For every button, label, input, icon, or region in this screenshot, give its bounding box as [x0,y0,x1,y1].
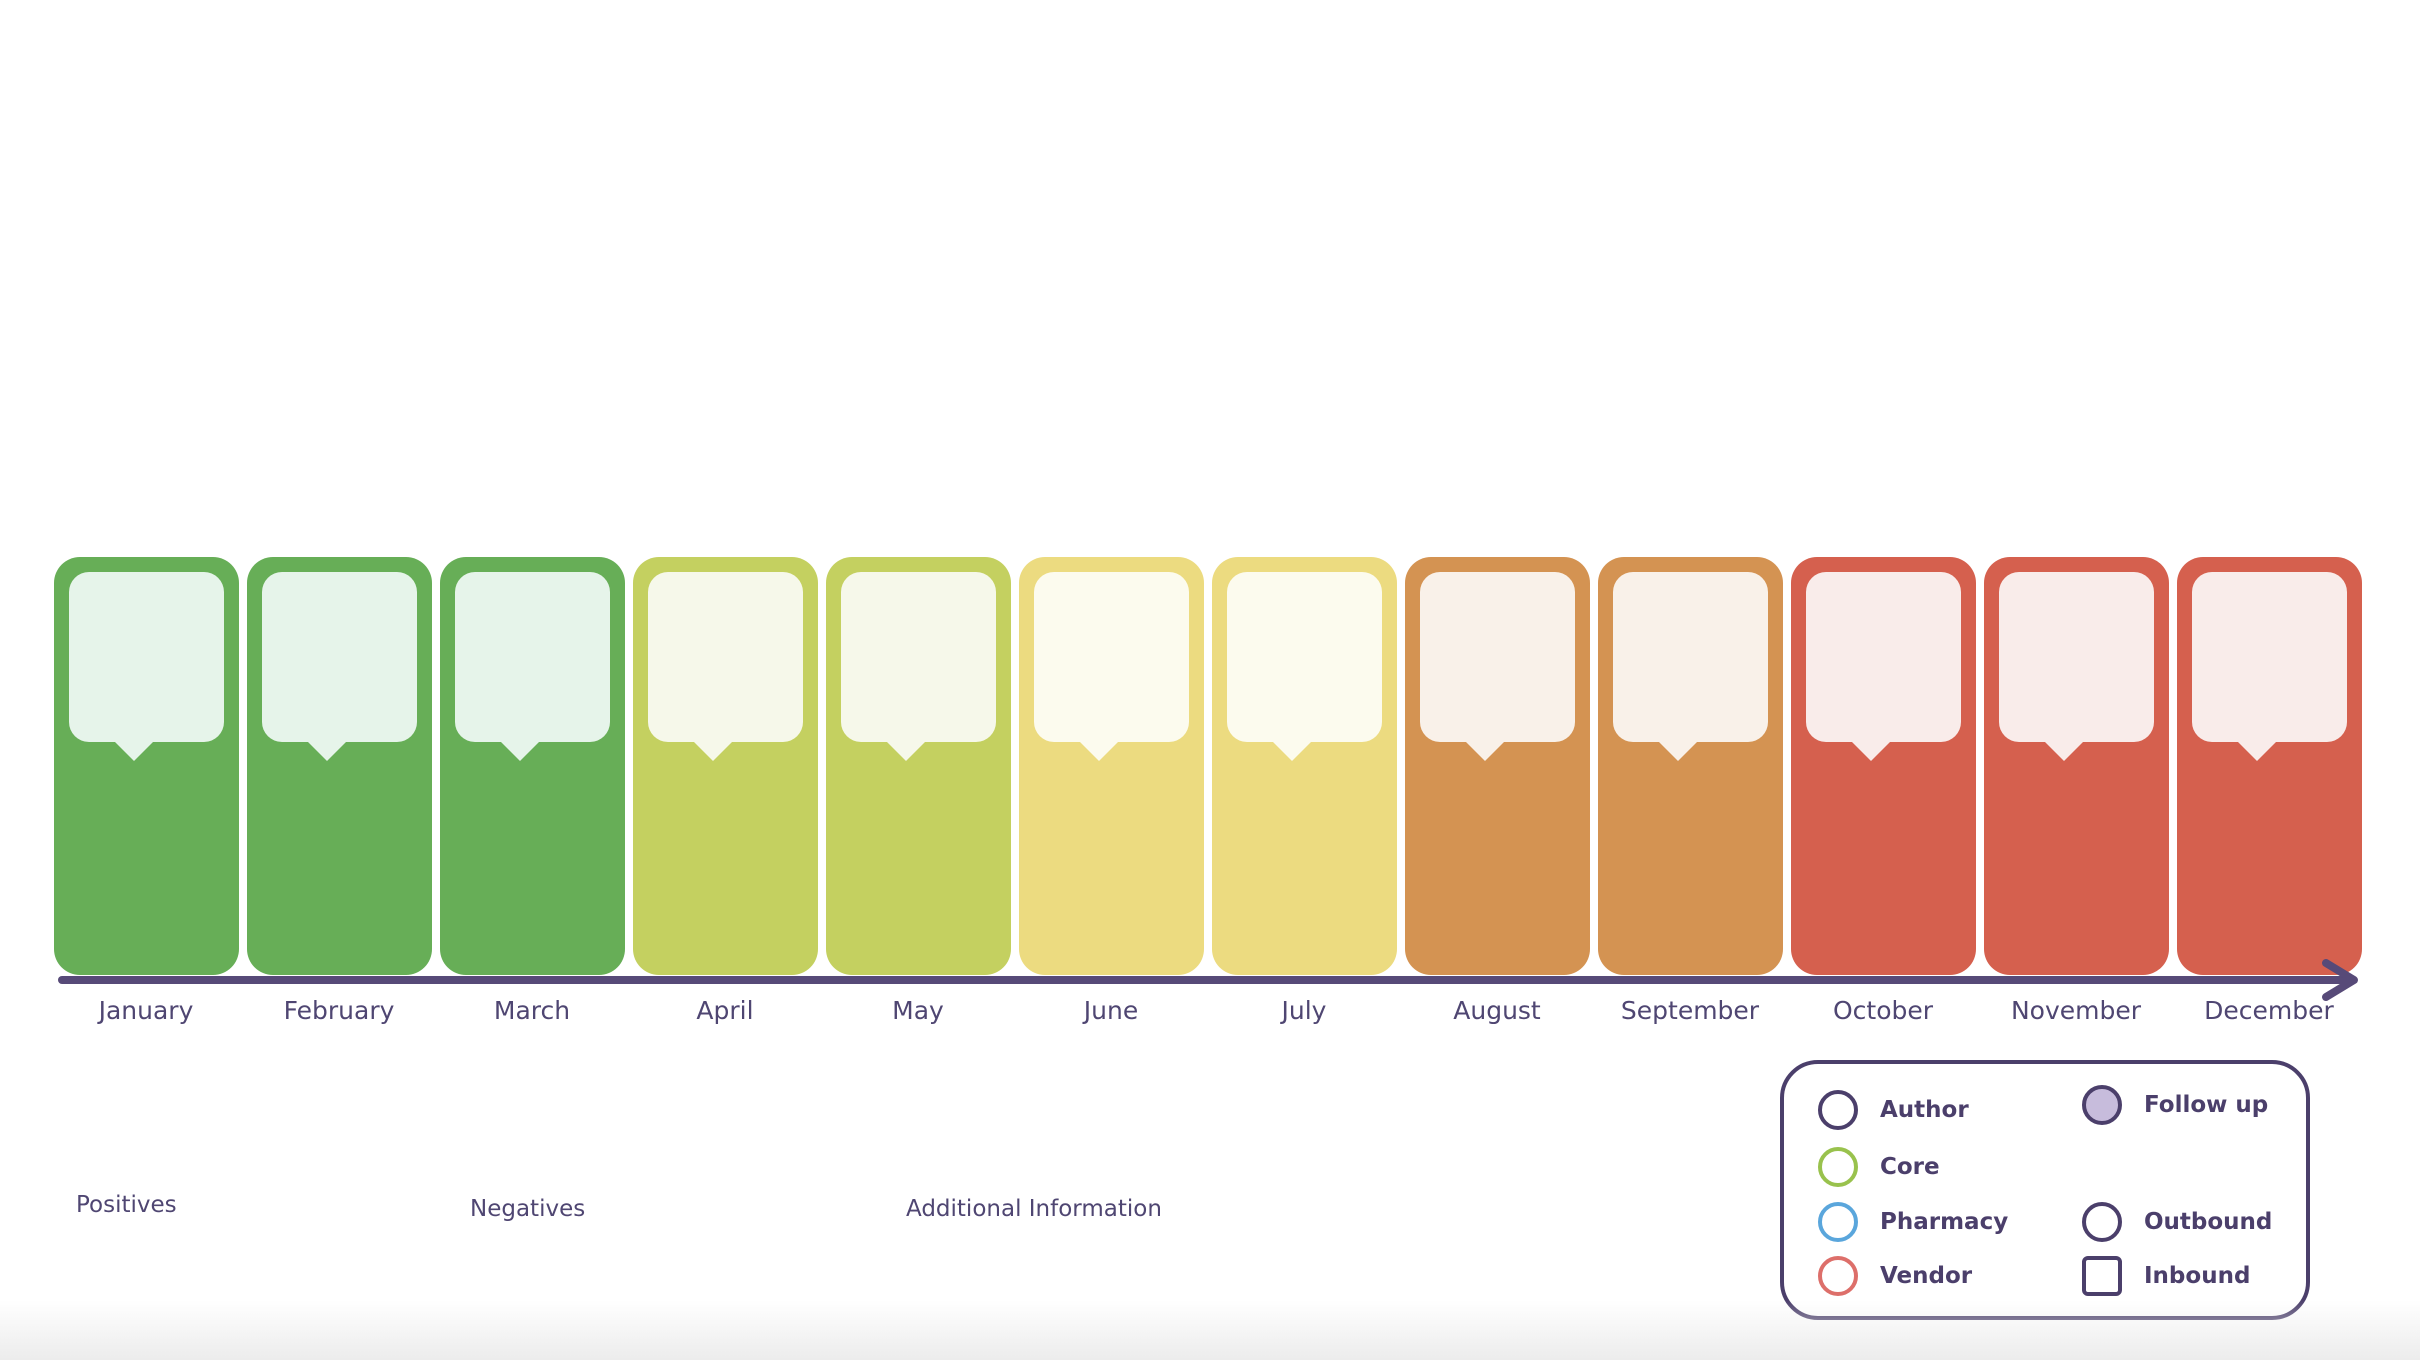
legend-item-inbound: Inbound [2082,1256,2250,1296]
legend-item-vendor: Vendor [1818,1256,1972,1296]
month-card-august [1405,557,1590,975]
outbound-circle-icon [2082,1202,2122,1242]
follow-up-filled-circle-icon [2082,1085,2122,1125]
legend-label-pharmacy: Pharmacy [1880,1209,2009,1235]
negatives-label: Negatives [470,1196,586,1222]
speech-bubble-icon [1806,572,1961,761]
inbound-square-icon [2082,1256,2122,1296]
core-circle-icon [1818,1147,1858,1187]
speech-bubble-tail [500,741,540,761]
month-label-september: September [1620,996,1760,1025]
speech-bubble-icon [455,572,610,761]
additional-information-label: Additional Information [906,1196,1162,1222]
bottom-fade [0,1300,2420,1360]
speech-bubble-icon [1034,572,1189,761]
legend-item-follow-up: Follow up [2082,1085,2268,1125]
legend-label-inbound: Inbound [2144,1263,2251,1289]
legend-item-core: Core [1818,1147,1940,1187]
vendor-circle-icon [1818,1256,1858,1296]
speech-bubble-icon [841,572,996,761]
month-label-april: April [696,996,754,1025]
speech-bubble-tail [1851,741,1891,761]
month-card-march [440,557,625,975]
month-card-november [1984,557,2169,975]
legend-label-author: Author [1880,1097,1969,1123]
legend-item-pharmacy: Pharmacy [1818,1202,2008,1242]
month-card-december [2177,557,2362,975]
speech-bubble-icon [1613,572,1768,761]
speech-bubble-tail [114,741,154,761]
month-card-june [1019,557,1204,975]
legend: Author Core Pharmacy Vendor Follow up Ou… [1780,1060,2310,1320]
speech-bubble-icon [2192,572,2347,761]
month-card-january [54,557,239,975]
speech-bubble-tail [2237,741,2277,761]
legend-item-author: Author [1818,1090,1969,1130]
month-label-march: March [493,996,571,1025]
month-card-september [1598,557,1783,975]
speech-bubble-tail [1272,741,1312,761]
month-card-february [247,557,432,975]
month-label-june: June [1083,996,1139,1025]
month-label-january: January [98,996,194,1025]
speech-bubble-icon [262,572,417,761]
month-label-october: October [1832,996,1934,1025]
month-label-august: August [1453,996,1541,1025]
legend-label-outbound: Outbound [2144,1209,2273,1235]
month-card-april [633,557,818,975]
month-card-october [1791,557,1976,975]
speech-bubble-tail [1658,741,1698,761]
speech-bubble-tail [307,741,347,761]
speech-bubble-icon [1420,572,1575,761]
legend-label-core: Core [1880,1154,1940,1180]
speech-bubble-icon [1227,572,1382,761]
month-label-may: May [892,996,944,1025]
month-label-november: November [2010,996,2142,1025]
speech-bubble-tail [2044,741,2084,761]
legend-label-vendor: Vendor [1880,1263,1973,1289]
month-label-december: December [2204,996,2334,1025]
speech-bubble-tail [1079,741,1119,761]
speech-bubble-icon [69,572,224,761]
legend-item-outbound: Outbound [2082,1202,2272,1242]
speech-bubble-tail [693,741,733,761]
positives-label: Positives [76,1192,177,1218]
month-card-may [826,557,1011,975]
speech-bubble-icon [648,572,803,761]
speech-bubble-tail [886,741,926,761]
speech-bubble-icon [1999,572,2154,761]
month-card-july [1212,557,1397,975]
author-circle-icon [1818,1090,1858,1130]
legend-label-follow-up: Follow up [2144,1092,2269,1118]
month-label-february: February [283,996,395,1025]
pharmacy-circle-icon [1818,1202,1858,1242]
month-label-july: July [1281,996,1327,1025]
speech-bubble-tail [1465,741,1505,761]
